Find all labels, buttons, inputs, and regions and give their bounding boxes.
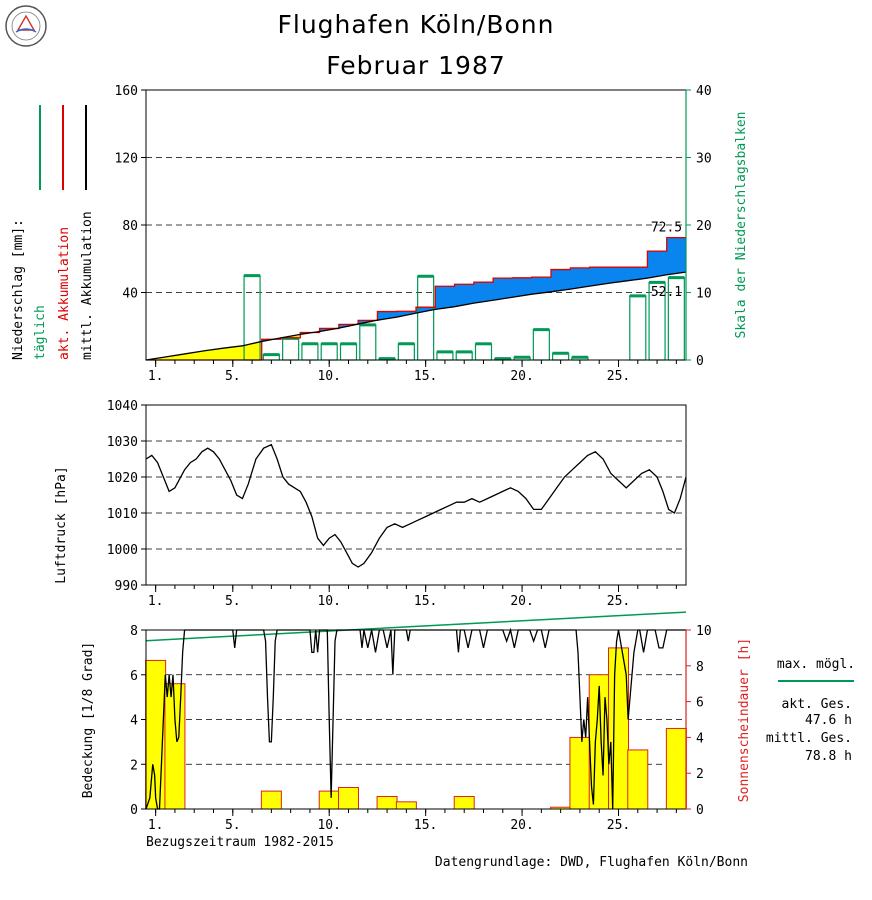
y-right-tick-label: 20 [696, 219, 712, 234]
y-right-tick-label: 0 [696, 803, 704, 818]
y-right-tick-label: 6 [696, 696, 704, 711]
precip-bar [629, 295, 647, 361]
y-right-tick-label: 30 [696, 152, 712, 167]
legend-heading: Niederschlag [mm]: [11, 219, 26, 360]
data-source: Datengrundlage: DWD, Flughafen Köln/Bonn [435, 855, 748, 870]
pressure-axis-label: Luftdruck [hPa] [54, 466, 69, 583]
x-tick-label: 10. [317, 818, 340, 833]
mean-total-label: 52.1 [651, 285, 682, 300]
sunshine-bar [164, 683, 186, 810]
sunshine-cloud-panel: 1. 5. 10. 15. 20. 25. 0 2 4 6 8 0 2 4 6 8 10 Bedeckung [1… [81, 611, 855, 870]
y-right-tick-label: 10 [696, 287, 712, 302]
legend-actual-label: akt. Ges. [782, 697, 852, 712]
precip-bar [320, 343, 338, 361]
y-tick-label: 0 [130, 803, 138, 818]
weather-station-logo-icon [4, 4, 48, 48]
precip-bar [282, 337, 300, 361]
legend-mean: mittl. Akkumulation [80, 211, 95, 360]
x-tick-label: 10. [317, 369, 340, 384]
y-tick-label: 6 [130, 669, 138, 684]
x-tick-label: 25. [607, 818, 630, 833]
plot-frame [145, 404, 687, 586]
x-tick-label: 15. [414, 369, 437, 384]
sunshine-bar [453, 795, 475, 810]
x-tick-label: 20. [510, 818, 533, 833]
x-tick-label: 20. [510, 594, 533, 609]
x-tick-label: 5. [225, 818, 241, 833]
sunshine-bar [376, 795, 398, 810]
precip-bar [532, 329, 550, 361]
precip-bar [474, 343, 493, 361]
precip-bar [301, 343, 319, 361]
y-tick-label: 160 [115, 84, 138, 99]
sunshine-bar [338, 787, 359, 810]
y-tick-label: 1040 [107, 399, 138, 414]
x-tick-label: 10. [317, 594, 340, 609]
cloud-axis-label: Bedeckung [1/8 Grad] [81, 642, 96, 799]
legend-max-label: max. mögl. [777, 657, 855, 672]
actual-accumulation-line [146, 237, 686, 361]
legend-daily: täglich [33, 305, 48, 360]
precip-bar [417, 275, 435, 361]
y-tick-label: 1000 [107, 543, 138, 558]
sunshine-bar [627, 749, 649, 810]
title-line-1: Flughafen Köln/Bonn [278, 10, 555, 39]
x-tick-label: 1. [148, 594, 164, 609]
chart-title: Flughafen Köln/Bonn Februar 1987 [278, 10, 555, 80]
precip-bar [339, 343, 358, 361]
y-tick-label: 8 [130, 624, 138, 639]
precip-bar [359, 324, 377, 361]
sunshine-bar [318, 790, 340, 810]
y-tick-label: 990 [115, 579, 138, 594]
precipitation-panel: 1. 5. 10. 15. 20. 25. 40 80 120 160 0 10 20 30 40 Skala… [11, 84, 749, 384]
actual-total-label: 72.5 [651, 221, 682, 236]
x-tick-label: 5. [225, 594, 241, 609]
sunshine-bar [665, 727, 687, 810]
y-tick-label: 1020 [107, 471, 138, 486]
y-tick-label: 2 [130, 758, 138, 773]
y-right-tick-label: 4 [696, 731, 704, 746]
x-tick-label: 1. [148, 818, 164, 833]
x-tick-label: 1. [148, 369, 164, 384]
legend-actual: akt. Akkumulation [57, 227, 72, 360]
max-possible-line [145, 611, 687, 642]
y-tick-label: 4 [130, 714, 138, 729]
legend-mean-value: 78.8 h [805, 749, 852, 764]
sunshine-bar [260, 790, 282, 810]
y-right-tick-label: 0 [696, 354, 704, 369]
legend-mean-label: mittl. Ges. [766, 731, 852, 746]
y-right-tick-label: 8 [696, 660, 704, 675]
surplus-area [261, 237, 686, 342]
right-axis-label: Skala der Niederschlagsbalken [734, 112, 749, 339]
legend-actual-value: 47.6 h [805, 713, 852, 728]
sunshine-bar [569, 736, 591, 810]
y-tick-label: 40 [122, 287, 138, 302]
y-tick-label: 80 [122, 219, 138, 234]
y-tick-label: 1010 [107, 507, 138, 522]
y-right-tick-label: 40 [696, 84, 712, 99]
x-tick-label: 20. [510, 369, 533, 384]
x-tick-label: 15. [414, 594, 437, 609]
precip-bar [397, 343, 415, 361]
x-tick-label: 5. [225, 369, 241, 384]
y-right-tick-label: 10 [696, 624, 712, 639]
x-tick-label: 25. [607, 594, 630, 609]
y-tick-label: 120 [115, 152, 138, 167]
y-right-tick-label: 2 [696, 767, 704, 782]
pressure-panel: 1. 5. 10. 15. 20. 25. 990 1000 1010 1020 1030 1040 L… [54, 399, 687, 609]
title-line-2: Februar 1987 [326, 51, 506, 80]
y-tick-label: 1030 [107, 435, 138, 450]
sunshine-bar [395, 801, 417, 810]
reference-period: Bezugszeitraum 1982-2015 [146, 835, 334, 850]
x-tick-label: 15. [414, 818, 437, 833]
pressure-line [145, 443, 687, 568]
mean-accumulation-line [145, 271, 687, 361]
sunshine-axis-label: Sonnenscheindauer [h] [737, 638, 752, 802]
x-tick-label: 25. [607, 369, 630, 384]
